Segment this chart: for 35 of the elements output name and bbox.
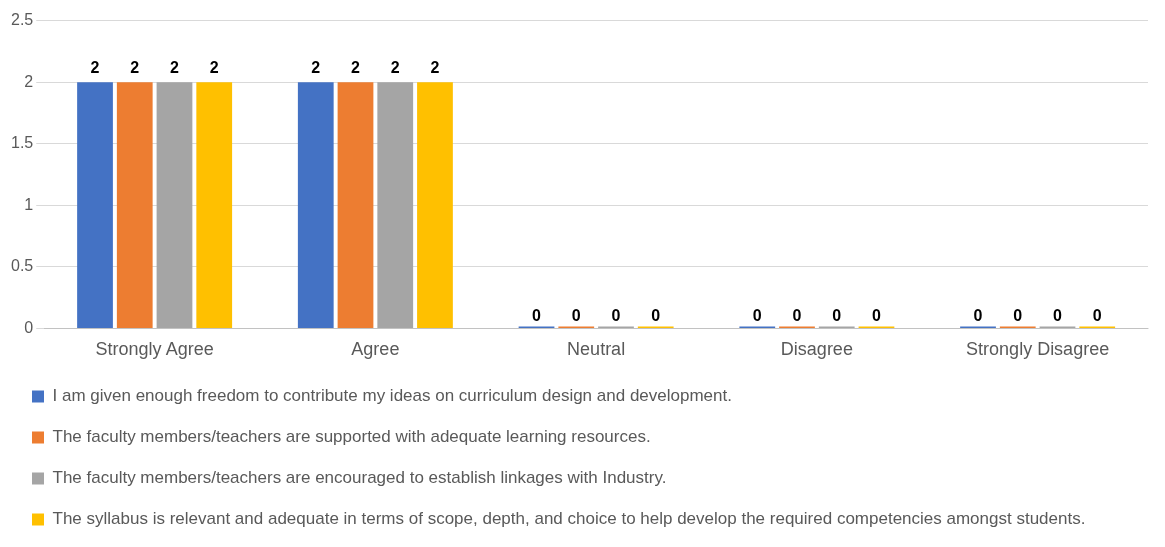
data-label: 0 [792,306,802,324]
data-label: 2 [209,58,219,76]
data-label: 2 [90,58,100,76]
y-tick-label: 1 [24,195,34,213]
data-label: 0 [973,306,983,324]
x-tick-label: Strongly Agree [95,339,214,360]
y-tick-label: 2.5 [10,11,34,29]
x-tick-label: Neutral [567,339,626,360]
data-label: 0 [532,306,542,324]
data-label: 0 [752,306,762,324]
legend-label: The faculty members/teachers are encouraged to establish linkages with Industry. [52,468,667,488]
y-tick-label: 0.5 [10,257,34,275]
data-label: 0 [611,306,621,324]
y-tick-label: 1.5 [10,134,34,152]
data-label: 2 [311,58,321,76]
data-label: 0 [651,306,661,324]
legend-label: I am given enough freedom to contribute my ideas on curriculum design and development. [52,386,732,406]
x-tick-label: Agree [351,339,400,360]
data-label: 0 [571,306,581,324]
data-label: 0 [1053,306,1063,324]
data-label: 2 [351,58,361,76]
data-label: 0 [872,306,882,324]
data-label: 0 [832,306,842,324]
legend-label: The faculty members/teachers are supported with adequate learning resources. [52,427,651,447]
data-label: 2 [430,58,440,76]
data-label: 0 [1013,306,1023,324]
x-tick-label: Strongly Disagree [966,339,1110,360]
y-tick-label: 0 [24,318,34,336]
data-label: 2 [170,58,180,76]
y-tick-label: 2 [24,72,34,90]
x-tick-label: Disagree [780,339,853,360]
data-label: 0 [1092,306,1102,324]
data-label: 2 [130,58,140,76]
data-label: 2 [390,58,400,76]
legend-label: The syllabus is relevant and adequate in terms of scope, depth, and choice to help develop the required competencies amongst students. [52,509,1086,529]
